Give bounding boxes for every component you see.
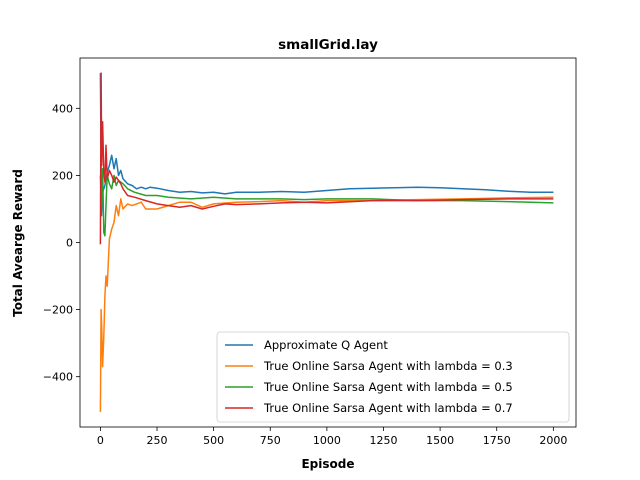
y-tick-label: 400: [52, 102, 73, 115]
series-line-4: [99, 72, 554, 245]
y-tick-label: 0: [66, 237, 73, 250]
x-tick-label: 1750: [483, 434, 511, 447]
series-line-3: [99, 167, 554, 237]
x-tick-label: 1500: [426, 434, 454, 447]
legend-label-3: True Online Sarsa Agent with lambda = 0.…: [263, 380, 513, 394]
x-tick-label: 2000: [539, 434, 567, 447]
x-tick-label: 250: [147, 434, 168, 447]
x-tick-label: 1250: [369, 434, 397, 447]
axes-frame: [79, 57, 577, 428]
legend-label-1: Approximate Q Agent: [264, 338, 388, 352]
x-axis-label: Episode: [301, 457, 354, 471]
legend-label-4: True Online Sarsa Agent with lambda = 0.…: [263, 401, 513, 415]
plot-area: 0 250 500 750 1000 1250 1500 1750 2000 −400 −200 0 2…: [43, 57, 577, 447]
y-tick-label: −400: [43, 371, 73, 384]
legend-label-2: True Online Sarsa Agent with lambda = 0.…: [263, 359, 513, 373]
x-tick-label: 750: [260, 434, 281, 447]
x-tick-label: 0: [97, 434, 104, 447]
series-line-1: [99, 73, 554, 217]
y-axis-label: Total Avearge Reward: [11, 169, 25, 317]
y-tick-label: −200: [43, 304, 73, 317]
legend: Approximate Q Agent True Online Sarsa Age…: [216, 331, 570, 423]
chart-title: smallGrid.lay: [278, 37, 378, 53]
x-tick-label: 500: [203, 434, 224, 447]
x-tick-label: 1000: [313, 434, 341, 447]
y-tick-label: 200: [52, 169, 73, 182]
legend-box: [216, 331, 570, 423]
